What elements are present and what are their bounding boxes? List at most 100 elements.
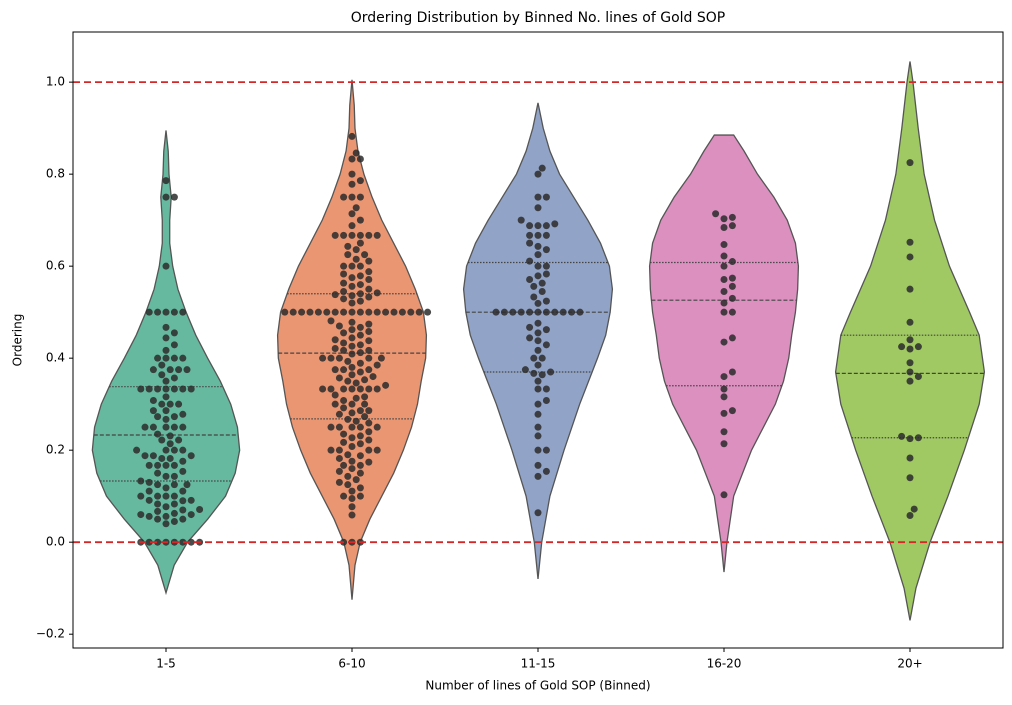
swarm-point — [141, 423, 149, 431]
swarm-point — [407, 308, 415, 316]
swarm-point — [319, 385, 327, 393]
swarm-point — [365, 257, 373, 265]
swarm-point — [149, 407, 157, 415]
swarm-point — [154, 507, 162, 515]
swarm-point — [162, 177, 170, 185]
swarm-point — [145, 308, 153, 316]
swarm-point — [356, 272, 364, 280]
swarm-point — [335, 354, 343, 362]
swarm-point — [551, 308, 559, 316]
x-tick-label: 16-20 — [707, 657, 742, 671]
swarm-point — [365, 337, 373, 345]
swarm-point — [356, 452, 364, 460]
y-tick-label: 1.0 — [46, 75, 65, 89]
swarm-point — [340, 438, 348, 446]
swarm-point — [728, 222, 736, 230]
swarm-point — [530, 293, 538, 301]
swarm-point — [906, 377, 914, 385]
swarm-point — [534, 472, 542, 480]
swarm-point — [154, 492, 162, 500]
swarm-point — [179, 515, 187, 523]
swarm-point — [344, 415, 352, 423]
swarm-point — [361, 376, 369, 384]
swarm-point — [331, 391, 339, 399]
swarm-point — [534, 446, 542, 454]
swarm-point — [166, 440, 174, 448]
swarm-point — [534, 361, 542, 369]
swarm-point — [154, 385, 162, 393]
swarm-point — [906, 359, 914, 367]
swarm-point — [542, 385, 550, 393]
swarm-point — [356, 193, 364, 201]
swarm-point — [327, 423, 335, 431]
swarm-point — [534, 308, 542, 316]
swarm-point — [534, 251, 542, 259]
swarm-point — [534, 193, 542, 201]
swarm-point — [559, 308, 567, 316]
swarm-point — [352, 255, 360, 263]
swarm-point — [906, 318, 914, 326]
swarm-point — [319, 354, 327, 362]
swarm-point — [179, 487, 187, 495]
swarm-point — [720, 262, 728, 270]
swarm-point — [500, 308, 508, 316]
swarm-point — [728, 407, 736, 415]
swarm-point — [720, 491, 728, 499]
swarm-point — [348, 400, 356, 408]
swarm-point — [534, 170, 542, 178]
swarm-point — [348, 350, 356, 358]
swarm-point — [534, 319, 542, 327]
swarm-point — [542, 396, 550, 404]
swarm-point — [154, 500, 162, 508]
swarm-point — [162, 377, 170, 385]
swarm-point — [179, 446, 187, 454]
swarm-point — [340, 279, 348, 287]
swarm-point — [530, 354, 538, 362]
swarm-point — [906, 345, 914, 353]
swarm-point — [348, 334, 356, 342]
x-tick-label: 20+ — [897, 657, 922, 671]
swarm-point — [145, 478, 153, 486]
x-axis-label: Number of lines of Gold SOP (Binned) — [425, 679, 650, 693]
swarm-point — [145, 487, 153, 495]
swarm-point — [162, 393, 170, 401]
swarm-point — [179, 354, 187, 362]
swarm-point — [365, 268, 373, 276]
swarm-point — [340, 430, 348, 438]
swarm-point — [348, 371, 356, 379]
swarm-point — [534, 385, 542, 393]
swarm-point — [728, 274, 736, 282]
swarm-point — [542, 297, 550, 305]
swarm-point — [365, 327, 373, 335]
swarm-point — [720, 385, 728, 393]
swarm-point — [542, 270, 550, 278]
swarm-point — [348, 511, 356, 519]
swarm-point — [179, 467, 187, 475]
swarm-point — [348, 443, 356, 451]
swarm-point — [162, 262, 170, 270]
swarm-point — [348, 308, 356, 316]
swarm-point — [720, 338, 728, 346]
swarm-point — [720, 440, 728, 448]
swarm-point — [162, 512, 170, 520]
swarm-point — [179, 457, 187, 465]
swarm-point — [179, 506, 187, 514]
swarm-point — [170, 413, 178, 421]
swarm-point — [542, 308, 550, 316]
swarm-point — [898, 432, 906, 440]
swarm-point — [534, 272, 542, 280]
swarm-point — [331, 400, 339, 408]
swarm-point — [534, 329, 542, 337]
swarm-point — [356, 155, 364, 163]
swarm-point — [542, 193, 550, 201]
swarm-point — [145, 385, 153, 393]
swarm-point — [910, 505, 918, 513]
swarm-point — [356, 407, 364, 415]
swarm-point — [382, 308, 390, 316]
swarm-point — [348, 132, 356, 140]
swarm-point — [170, 500, 178, 508]
swarm-point — [361, 413, 369, 421]
swarm-point — [914, 343, 922, 351]
swarm-point — [170, 481, 178, 489]
swarm-point — [365, 446, 373, 454]
